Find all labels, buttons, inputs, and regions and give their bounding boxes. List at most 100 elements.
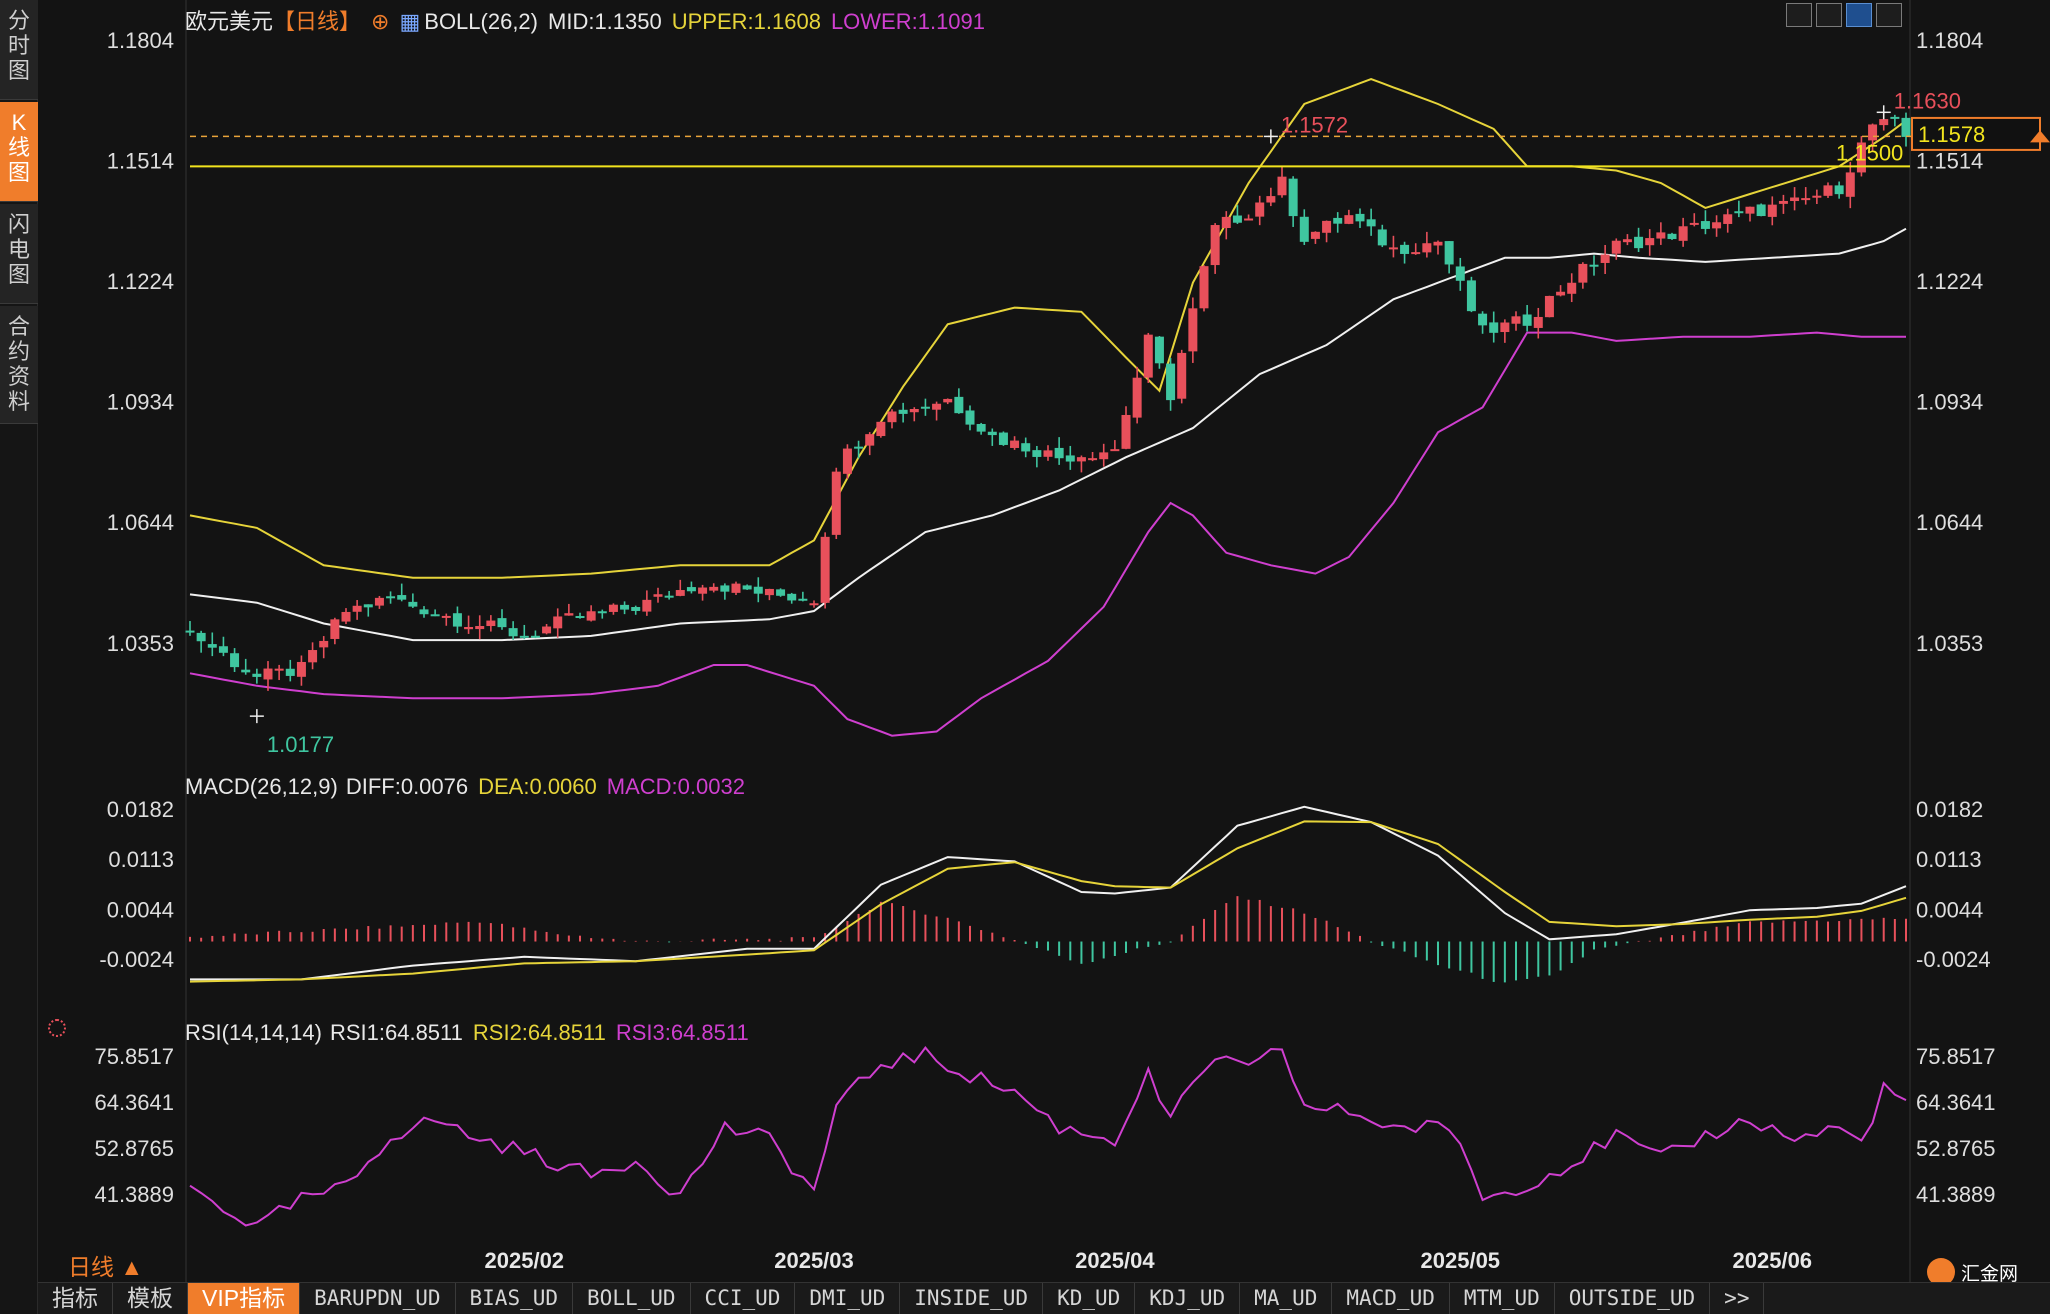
bottom-tab-bias-ud[interactable]: BIAS_UD — [456, 1282, 574, 1314]
bottom-tab-vip-[interactable]: VIP指标 — [188, 1282, 301, 1314]
price-right-tick-5: 1.0353 — [1916, 631, 1983, 656]
fullscreen-tool-icon[interactable] — [1876, 3, 1902, 27]
side-tab-2[interactable]: 闪电图 — [0, 204, 38, 304]
rsi-line — [189, 1045, 1907, 1227]
rsi-left-tick-2: 52.8765 — [94, 1136, 174, 1161]
bottom-tab--[interactable]: 指标 — [38, 1282, 113, 1314]
price-left-tick-2: 1.1224 — [107, 269, 174, 294]
candle-body — [1333, 217, 1343, 224]
candle-body — [698, 587, 708, 594]
logo-text: 汇金网 — [1961, 1263, 2019, 1285]
candle-body — [296, 661, 306, 677]
side-tab-0[interactable]: 分时图 — [0, 0, 38, 100]
candle-body — [519, 635, 529, 638]
bottom-tab-barupdn-ud[interactable]: BARUPDN_UD — [300, 1282, 456, 1314]
candle-body — [1556, 291, 1566, 296]
candle-body — [1689, 222, 1699, 225]
candle-body — [1054, 447, 1064, 459]
bottom-tab-kd-ud[interactable]: KD_UD — [1043, 1282, 1136, 1314]
macd-right-tick-3: -0.0024 — [1916, 947, 1991, 972]
candle-body — [809, 603, 819, 606]
candle-body — [1166, 363, 1176, 401]
rsi1-value: RSI1:64.8511 — [329, 1020, 463, 1045]
boll-icon[interactable]: ▦ — [399, 9, 421, 34]
candle-body — [1511, 316, 1521, 324]
bottom-tab-macd-ud[interactable]: MACD_UD — [1332, 1282, 1450, 1314]
date-tick-4: 2025/06 — [1733, 1248, 1813, 1273]
candle-body — [230, 653, 240, 668]
candle-body — [408, 601, 418, 607]
candle-body — [542, 626, 552, 634]
indicator-toggle-icon[interactable] — [48, 1019, 66, 1037]
candle-body — [675, 590, 685, 596]
candle-body — [274, 668, 284, 671]
candle-body — [1355, 213, 1365, 222]
bottom-tab-kdj-ud[interactable]: KDJ_UD — [1135, 1282, 1241, 1314]
candle-body — [1177, 352, 1187, 399]
candle-body — [330, 619, 340, 639]
candle-body — [764, 588, 774, 596]
date-tick-3: 2025/05 — [1421, 1248, 1501, 1273]
candle-body — [1422, 243, 1432, 253]
bottom-tab-boll-ud[interactable]: BOLL_UD — [573, 1282, 691, 1314]
crosshair-tool-icon[interactable] — [1786, 3, 1812, 27]
bottom-tab--[interactable]: 模板 — [113, 1282, 188, 1314]
candle-body — [1589, 264, 1599, 267]
bottom-tab-dmi-ud[interactable]: DMI_UD — [795, 1282, 901, 1314]
price-right-tick-0: 1.1804 — [1916, 28, 1983, 53]
bottom-tab-cci-ud[interactable]: CCI_UD — [691, 1282, 796, 1314]
side-tab-3[interactable]: 合约资料 — [0, 306, 38, 424]
rsi-right-tick-3: 41.3889 — [1916, 1182, 1996, 1207]
candle-body — [285, 668, 295, 676]
candle-body — [1377, 229, 1387, 246]
candle-body — [831, 471, 841, 535]
candle-body — [943, 398, 953, 403]
candle-body — [1154, 336, 1164, 364]
candle-body — [1500, 322, 1510, 333]
candle-body — [196, 632, 206, 642]
candle-body — [1032, 450, 1042, 457]
candle-body — [553, 616, 563, 629]
candle-body — [1879, 119, 1889, 126]
bottom-tab-outside-ud[interactable]: OUTSIDE_UD — [1555, 1282, 1711, 1314]
candle-body — [664, 595, 674, 598]
boll-lower-line — [189, 331, 1906, 737]
macd-legend: MACD(26,12,9) DIFF:0.0076 DEA:0.0060 MACD:0… — [185, 774, 755, 800]
candle-body — [1611, 240, 1621, 254]
candle-body — [1466, 280, 1476, 312]
bottom-tab--[interactable]: >> — [1710, 1282, 1765, 1314]
candle-body — [452, 613, 462, 627]
settings-icon[interactable]: ⊕ — [371, 9, 390, 34]
candle-body — [653, 594, 663, 597]
period-selector[interactable]: 日线 ▲ — [68, 1254, 144, 1280]
candle-body — [1567, 282, 1577, 294]
candle-body — [920, 406, 930, 409]
candle-body — [1834, 185, 1844, 195]
candle-body — [1400, 244, 1410, 254]
bottom-tab-inside-ud[interactable]: INSIDE_UD — [900, 1282, 1044, 1314]
candle-body — [1099, 452, 1109, 460]
candle-body — [1712, 222, 1722, 229]
candle-body — [753, 586, 763, 594]
candle-body — [319, 640, 329, 648]
candle-body — [642, 599, 652, 612]
rsi-right-tick-0: 75.8517 — [1916, 1044, 1996, 1069]
candle-body — [1199, 266, 1209, 309]
candle-body — [1600, 254, 1610, 263]
candle-tool-icon[interactable] — [1816, 3, 1842, 27]
candle-body — [1043, 450, 1053, 457]
draw-tool-icon[interactable] — [1846, 3, 1872, 27]
candle-body — [1344, 215, 1354, 224]
candle-body — [1188, 308, 1198, 352]
candle-body — [1121, 414, 1131, 449]
candle-body — [987, 431, 997, 436]
bottom-tab-ma-ud[interactable]: MA_UD — [1240, 1282, 1333, 1314]
date-tick-2: 2025/04 — [1075, 1248, 1155, 1273]
candle-body — [586, 611, 596, 621]
bottom-tab-mtm-ud[interactable]: MTM_UD — [1450, 1282, 1555, 1314]
rsi-legend: RSI(14,14,14) RSI1:64.8511 RSI2:64.8511 RSI… — [185, 1020, 759, 1046]
rsi-right-tick-1: 64.3641 — [1916, 1090, 1996, 1115]
candle-body — [742, 585, 752, 590]
logo-icon — [1927, 1258, 1955, 1286]
